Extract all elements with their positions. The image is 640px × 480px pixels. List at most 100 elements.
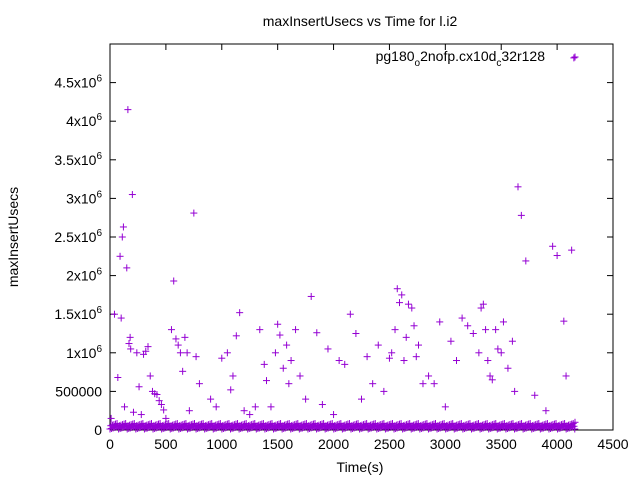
data-point: [363, 353, 371, 361]
baseline-point: [126, 424, 134, 432]
baseline-point: [175, 425, 183, 433]
baseline-point: [151, 424, 159, 432]
data-point: [494, 345, 502, 353]
baseline-point: [119, 423, 127, 431]
data-point: [176, 349, 184, 357]
baseline-point: [536, 425, 544, 433]
x-tick-label: 3500: [486, 436, 517, 452]
data-point: [107, 414, 115, 422]
baseline-point: [555, 424, 563, 432]
data-point: [155, 397, 163, 405]
data-point: [185, 407, 193, 415]
legend-marker: [571, 53, 579, 61]
data-point: [227, 386, 235, 394]
baseline-point: [257, 423, 265, 431]
baseline-point: [231, 423, 239, 431]
baseline-point: [273, 424, 281, 432]
data-point: [396, 299, 404, 307]
baseline-point: [445, 424, 453, 432]
baseline-point: [262, 424, 270, 432]
baseline-point: [128, 423, 136, 431]
baseline-point: [356, 425, 364, 433]
baseline-point: [424, 425, 432, 433]
baseline-point: [403, 423, 411, 431]
data-point: [464, 322, 472, 330]
data-point: [341, 360, 349, 368]
data-point: [146, 372, 154, 380]
data-point: [276, 331, 284, 339]
y-tick-label: 4.5x106: [54, 74, 102, 91]
baseline-point: [460, 424, 468, 432]
data-point: [246, 411, 254, 419]
baseline-point: [531, 424, 539, 432]
baseline-point: [115, 425, 123, 433]
data-point: [469, 330, 477, 337]
data-point: [531, 391, 539, 399]
baseline-point: [558, 423, 566, 431]
baseline-point: [519, 425, 527, 433]
baseline-point: [252, 425, 260, 433]
baseline-point: [144, 424, 152, 432]
baseline-point: [330, 425, 338, 433]
baseline-point: [142, 424, 150, 432]
legend-subscript: c: [496, 58, 501, 69]
baseline-point: [390, 425, 398, 433]
baseline-point: [459, 425, 467, 433]
baseline-point: [436, 424, 444, 432]
baseline-point: [338, 425, 346, 433]
data-point: [125, 340, 133, 348]
data-point: [167, 326, 175, 334]
data-point: [129, 408, 137, 416]
data-points: [106, 54, 579, 433]
data-point: [212, 403, 220, 411]
x-tick-label: 2500: [374, 436, 405, 452]
baseline-point: [452, 424, 460, 432]
data-point: [260, 360, 268, 368]
baseline-point: [149, 425, 157, 433]
data-point: [380, 387, 388, 395]
data-point: [475, 349, 483, 357]
baseline-point: [306, 424, 314, 432]
baseline-point: [367, 424, 375, 432]
data-point: [504, 364, 512, 372]
data-point: [274, 320, 282, 328]
data-point: [283, 341, 291, 349]
y-tick-base: 4.5x10: [54, 75, 96, 91]
baseline-point: [410, 424, 418, 432]
y-tick-label: 1.5x106: [54, 305, 102, 322]
data-point: [522, 257, 530, 265]
baseline-point: [106, 425, 114, 433]
baseline-point: [192, 425, 200, 433]
baseline-point: [532, 423, 540, 431]
baseline-point: [462, 424, 470, 432]
baseline-point: [550, 423, 558, 431]
data-point: [562, 372, 570, 380]
baseline-point: [317, 423, 325, 431]
data-point: [419, 380, 427, 388]
baseline-point: [333, 424, 341, 432]
baseline-point: [512, 424, 520, 432]
data-point: [302, 395, 310, 403]
data-point: [479, 300, 487, 308]
y-axis-label: maxInsertUsecs: [5, 187, 21, 287]
data-point: [517, 211, 525, 219]
data-point: [488, 376, 496, 384]
legend-text-part: 2nofp.cx10d: [420, 48, 496, 64]
baseline-point: [481, 423, 489, 431]
data-point: [110, 310, 118, 318]
baseline-point: [378, 423, 386, 431]
data-point: [486, 372, 494, 380]
baseline-point: [373, 425, 381, 433]
data-point: [114, 374, 122, 382]
data-point: [571, 418, 579, 426]
baseline-point: [187, 424, 195, 432]
baseline-point: [300, 423, 308, 431]
baseline-point: [185, 424, 193, 432]
data-point: [430, 380, 438, 388]
baseline-point: [314, 424, 322, 432]
data-point: [511, 387, 519, 395]
baseline-point: [295, 425, 303, 433]
baseline-point: [412, 423, 420, 431]
data-point: [482, 326, 490, 334]
baseline-point: [495, 424, 503, 432]
